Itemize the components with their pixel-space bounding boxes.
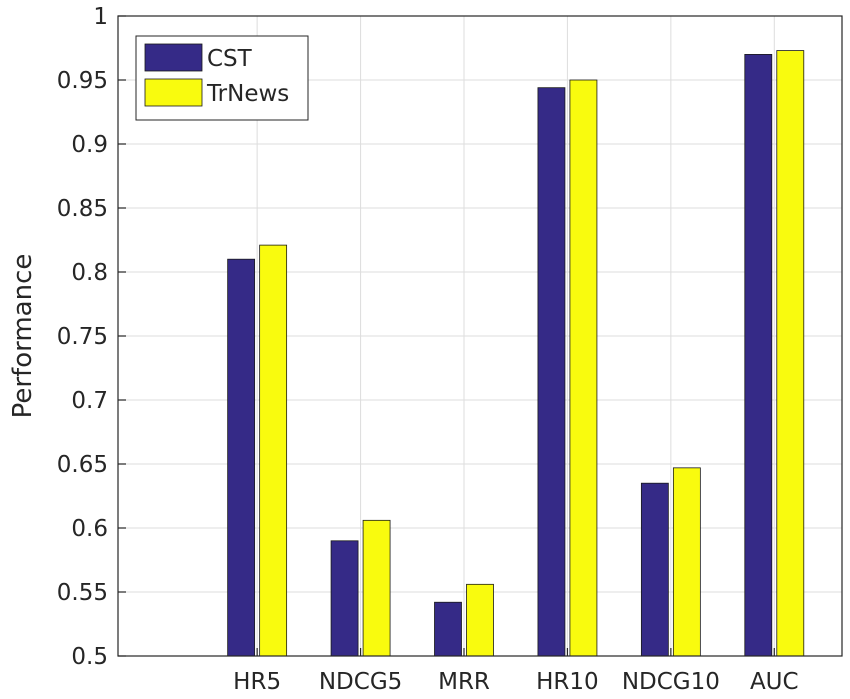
legend-label: TrNews <box>206 81 289 107</box>
bar-trnews-auc <box>776 50 805 657</box>
y-tick-label: 0.65 <box>57 452 108 478</box>
x-axis-ticks: HR5 NDCG5 MRR HR10 NDCG10 AUC <box>233 648 799 695</box>
x-tick-label: HR5 <box>233 669 281 695</box>
bar-cst-ndcg5 <box>330 540 359 657</box>
legend-items: CST TrNews <box>144 43 289 107</box>
x-tick-label: NDCG5 <box>319 669 402 695</box>
bar-trnews-mrr <box>466 583 494 657</box>
bar-cst-hr5 <box>227 258 256 657</box>
legend-label: CST <box>207 46 253 72</box>
bar-trnews-ndcg5 <box>362 519 391 657</box>
y-tick-label: 0.55 <box>57 580 108 606</box>
bar-cst-auc <box>744 54 773 657</box>
x-tick-label: MRR <box>438 669 490 695</box>
y-tick-label: 0.85 <box>57 196 108 222</box>
x-tick-label: HR10 <box>536 669 599 695</box>
y-tick-label: 0.95 <box>57 68 108 94</box>
y-tick-label: 0.8 <box>71 260 108 286</box>
bar-trnews-hr5 <box>259 244 288 657</box>
legend: CST TrNews <box>135 35 309 121</box>
y-axis-ticks: 0.5 0.55 0.6 0.65 0.7 0.75 0.8 0.85 0.9 0.95 1 <box>57 4 126 670</box>
bar-trnews-ndcg10 <box>672 467 701 657</box>
y-tick-label: 0.7 <box>71 388 108 414</box>
y-tick-label: 0.75 <box>57 324 108 350</box>
y-tick-label: 0.9 <box>71 132 108 158</box>
y-axis-label: Performance <box>8 254 38 419</box>
y-tick-label: 0.6 <box>71 516 108 542</box>
bars <box>227 50 805 657</box>
y-tick-label: 1 <box>93 4 108 30</box>
bar-cst-ndcg10 <box>640 482 669 657</box>
bar-cst-hr10 <box>537 87 566 657</box>
legend-swatch <box>144 78 203 107</box>
bar-cst-mrr <box>434 601 462 657</box>
legend-swatch <box>144 43 203 72</box>
bar-trnews-hr10 <box>569 79 598 657</box>
y-tick-label: 0.5 <box>71 644 108 670</box>
x-tick-label: AUC <box>750 669 799 695</box>
x-tick-label: NDCG10 <box>622 669 720 695</box>
